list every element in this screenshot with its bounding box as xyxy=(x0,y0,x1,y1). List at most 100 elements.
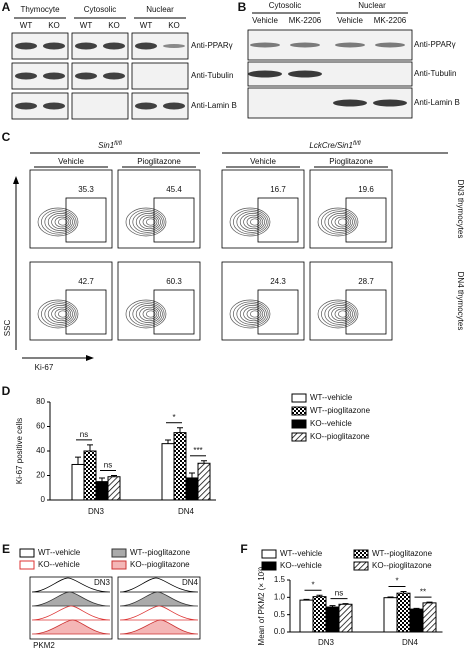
contour xyxy=(146,310,156,318)
histogram-title: DN4 xyxy=(182,578,199,587)
row-label: Anti-Tubulin xyxy=(414,69,456,78)
band xyxy=(248,70,282,78)
lane-label: Vehicle xyxy=(337,16,363,25)
contour xyxy=(142,216,158,228)
contour xyxy=(317,299,359,329)
contour xyxy=(47,213,73,231)
band xyxy=(43,102,65,110)
contour xyxy=(331,306,352,322)
group-label: Nuclear xyxy=(358,1,386,10)
y-tick-label: 1.0 xyxy=(274,592,286,601)
error-bar xyxy=(87,444,93,451)
x-tick-label: DN3 xyxy=(88,507,105,516)
contour xyxy=(243,214,264,230)
lane-label: MK-2206 xyxy=(374,16,407,25)
band xyxy=(163,44,185,48)
contour xyxy=(239,213,265,231)
bar xyxy=(338,603,353,633)
contour xyxy=(51,306,72,322)
contour xyxy=(334,308,350,320)
panel-label: D xyxy=(2,384,11,398)
lane-label: WT xyxy=(140,21,153,30)
histogram xyxy=(119,605,199,621)
band xyxy=(163,102,185,110)
bar xyxy=(325,606,340,633)
band xyxy=(103,72,125,80)
treatment-label: Pioglitazone xyxy=(137,157,181,166)
gate-percent: 60.3 xyxy=(166,277,182,286)
y-tick-label: 60 xyxy=(36,422,45,431)
y-tick-label: 0.5 xyxy=(274,610,286,619)
legend-swatch xyxy=(19,560,35,570)
contour xyxy=(37,207,79,237)
gate xyxy=(65,197,107,243)
band xyxy=(250,42,280,48)
contour xyxy=(236,303,267,325)
genotype-sup: fl/fl xyxy=(353,141,361,147)
band xyxy=(43,72,65,80)
band xyxy=(290,42,320,48)
y-tick-label: 40 xyxy=(36,446,45,455)
lane-label: Vehicle xyxy=(252,16,278,25)
legend-swatch xyxy=(111,548,127,558)
contour xyxy=(321,209,357,235)
legend-swatch xyxy=(291,432,307,442)
contour xyxy=(246,216,262,228)
contour xyxy=(338,218,348,226)
gate-percent: 35.3 xyxy=(78,185,94,194)
contour xyxy=(125,207,167,237)
contour xyxy=(250,310,260,318)
panel-label: F xyxy=(240,542,247,556)
band xyxy=(375,42,405,48)
legend-swatch xyxy=(291,406,307,416)
bar xyxy=(185,477,199,501)
legend-label: KO--vehicle xyxy=(310,419,352,428)
band xyxy=(103,42,125,50)
flow-plot xyxy=(221,261,305,341)
bar xyxy=(383,597,398,633)
legend-label: WT--pioglitazone xyxy=(130,548,191,557)
lane-label: WT xyxy=(20,21,33,30)
contour xyxy=(58,218,68,226)
band xyxy=(333,99,367,107)
annotation: *** xyxy=(193,446,202,455)
bar xyxy=(173,432,187,501)
gate xyxy=(257,289,299,335)
genotype-label: Sin1fl/fl xyxy=(98,141,122,151)
error-bar xyxy=(201,460,207,464)
contour xyxy=(41,301,77,327)
contour xyxy=(321,301,357,327)
gate-percent: 19.6 xyxy=(358,185,374,194)
group-label: Thymocyte xyxy=(20,5,60,14)
error-bar xyxy=(75,456,81,465)
annotation: ns xyxy=(104,461,112,470)
x-tick-label: DN4 xyxy=(402,638,419,647)
flow-plot xyxy=(29,261,113,341)
y-tick-label: 0 xyxy=(41,495,46,504)
arrow-head xyxy=(86,355,94,361)
contour xyxy=(129,301,165,327)
error-bar xyxy=(165,439,171,444)
blot xyxy=(71,92,129,120)
legend-label: KO--pioglitazone xyxy=(372,561,432,570)
contour xyxy=(54,308,70,320)
arrow-head xyxy=(13,176,19,184)
group-label: Cytosolic xyxy=(84,5,116,14)
legend-swatch xyxy=(19,548,35,558)
gate-percent: 16.7 xyxy=(270,185,286,194)
contour xyxy=(135,305,161,323)
contour xyxy=(331,214,352,230)
group-label: Cytosolic xyxy=(269,1,301,10)
annotation: * xyxy=(172,413,175,422)
gate-percent: 42.7 xyxy=(78,277,94,286)
lane-label: WT xyxy=(80,21,93,30)
histogram xyxy=(119,619,199,635)
y-tick-label: 80 xyxy=(36,397,45,406)
legend-label: WT--vehicle xyxy=(38,548,81,557)
blot xyxy=(131,62,189,90)
panel-label: E xyxy=(2,542,10,556)
y-axis-label: Mean of PKM2 (× 10³) xyxy=(257,566,266,645)
legend-swatch xyxy=(291,393,307,403)
row-label: Anti-Lamin B xyxy=(191,101,237,110)
bar xyxy=(107,476,121,501)
